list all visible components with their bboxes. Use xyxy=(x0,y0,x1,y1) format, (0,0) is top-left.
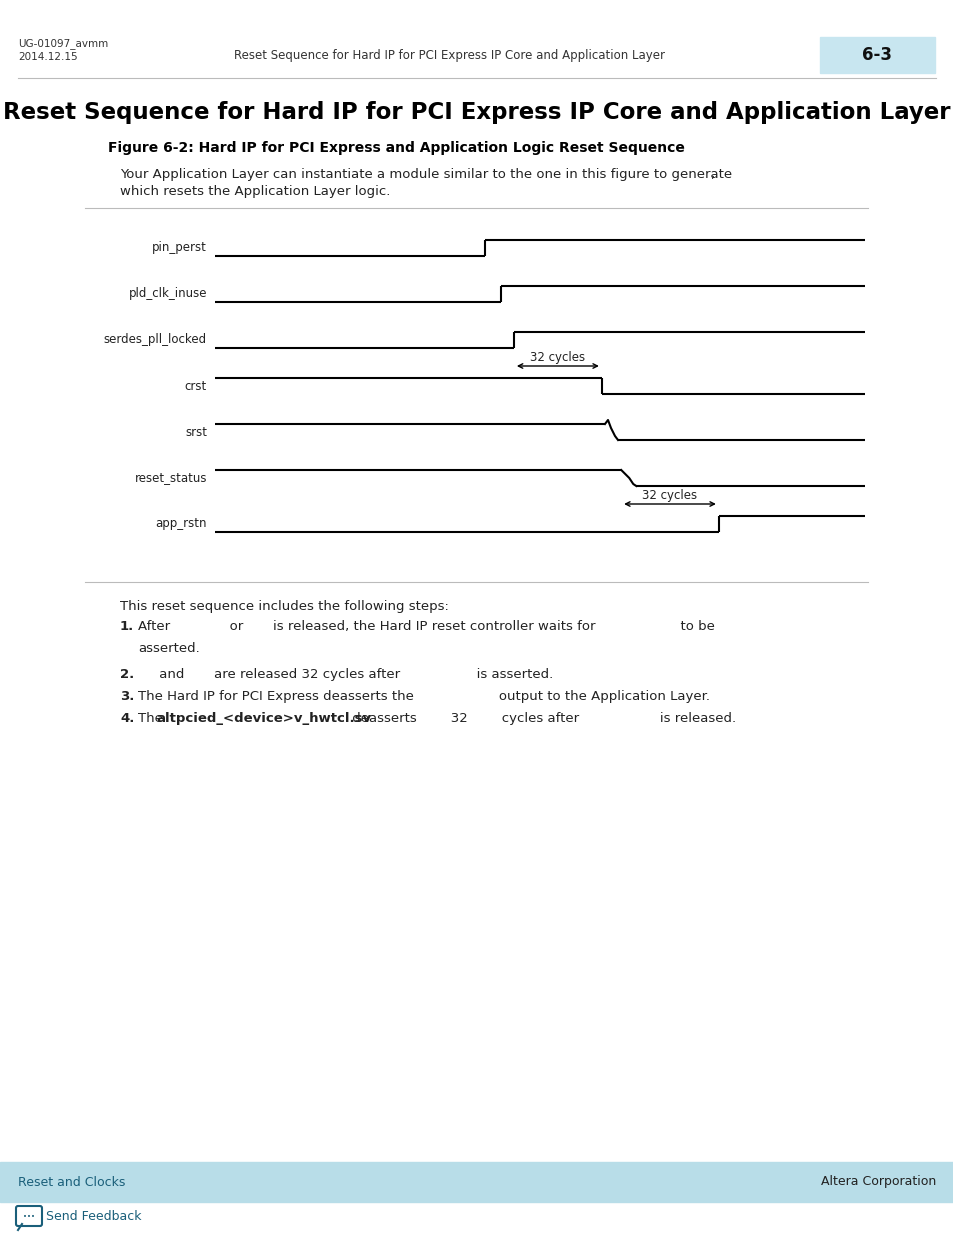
Text: UG-01097_avmm: UG-01097_avmm xyxy=(18,38,108,49)
Bar xyxy=(0,1162,953,1202)
Text: Reset Sequence for Hard IP for PCI Express IP Core and Application Layer: Reset Sequence for Hard IP for PCI Expre… xyxy=(3,100,950,124)
Text: Reset Sequence for Hard IP for PCI Express IP Core and Application Layer: Reset Sequence for Hard IP for PCI Expre… xyxy=(234,48,665,62)
Text: 32 cycles: 32 cycles xyxy=(641,489,697,501)
Text: •••: ••• xyxy=(23,1214,35,1220)
Text: pld_clk_inuse: pld_clk_inuse xyxy=(129,288,207,300)
Bar xyxy=(820,37,934,73)
Text: deasserts        32        cycles after                   is released.: deasserts 32 cycles after is released. xyxy=(348,713,736,725)
Text: 32 cycles: 32 cycles xyxy=(530,351,585,364)
Text: Your Application Layer can instantiate a module similar to the one in this figur: Your Application Layer can instantiate a… xyxy=(120,168,731,182)
Text: and       are released 32 cycles after                  is asserted.: and are released 32 cycles after is asse… xyxy=(138,668,553,680)
Text: which resets the Application Layer logic.: which resets the Application Layer logic… xyxy=(120,185,390,198)
Text: 4.: 4. xyxy=(120,713,134,725)
Text: 6-3: 6-3 xyxy=(862,46,891,64)
Text: Reset and Clocks: Reset and Clocks xyxy=(18,1176,125,1188)
Text: After              or       is released, the Hard IP reset controller waits for : After or is released, the Hard IP reset … xyxy=(138,620,714,634)
Text: srst: srst xyxy=(185,426,207,438)
Text: crst: crst xyxy=(185,379,207,393)
Text: The Hard IP for PCI Express deasserts the                    output to the Appli: The Hard IP for PCI Express deasserts th… xyxy=(138,690,709,703)
Text: 2014.12.15: 2014.12.15 xyxy=(18,52,77,62)
Text: asserted.: asserted. xyxy=(138,642,199,655)
Text: 1.: 1. xyxy=(120,620,134,634)
FancyBboxPatch shape xyxy=(16,1207,42,1226)
Text: Altera Corporation: Altera Corporation xyxy=(820,1176,935,1188)
Text: 2.: 2. xyxy=(120,668,134,680)
Text: ,: , xyxy=(709,168,714,182)
Text: app_rstn: app_rstn xyxy=(155,517,207,531)
Text: Send Feedback: Send Feedback xyxy=(46,1210,141,1224)
Text: pin_perst: pin_perst xyxy=(152,242,207,254)
Text: reset_status: reset_status xyxy=(134,472,207,484)
Text: The: The xyxy=(138,713,167,725)
Text: altpcied_<device>v_hwtcl.sv: altpcied_<device>v_hwtcl.sv xyxy=(156,713,371,725)
Text: Figure 6-2: Hard IP for PCI Express and Application Logic Reset Sequence: Figure 6-2: Hard IP for PCI Express and … xyxy=(108,141,684,156)
Text: serdes_pll_locked: serdes_pll_locked xyxy=(104,333,207,347)
Text: This reset sequence includes the following steps:: This reset sequence includes the followi… xyxy=(120,600,449,613)
Text: 3.: 3. xyxy=(120,690,134,703)
